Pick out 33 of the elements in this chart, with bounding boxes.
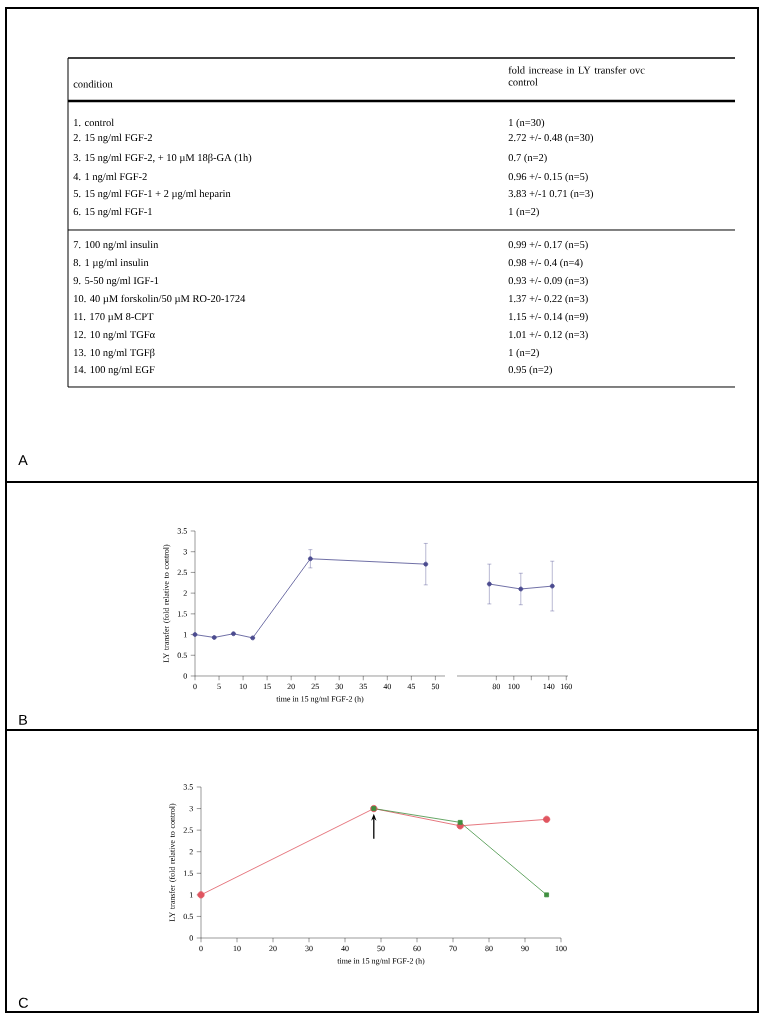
text: 2.72 +/- 0.48 (n=30) [508,133,594,144]
text: 1 (n=30) [509,118,545,129]
text: 0.93 +/- 0.09 (n=3) [508,276,588,287]
text: fold increase in LY transfer ovc control [508,66,645,86]
text: 3.83 +/-1 0.71 (n=3) [508,189,594,200]
text: 0.99 +/- 0.17 (n=5) [508,240,588,251]
category-label: 11. 170 µM 8-CPT [74,313,154,323]
text: 0.98 +/- 0.4 (n=4) [508,258,583,269]
text: condition [73,80,113,88]
category-label: 8. 1 µg/ml insulin [73,258,149,269]
category-label: 4. 1 ng/ml FGF-2 [73,172,147,183]
category-label: 10. 40 µM forskolin/50 µM RO-20-1724 [74,294,246,305]
category-label: 1. control [74,118,114,127]
text: 1 (n=2) [509,348,539,359]
text: B [19,714,28,725]
text: 1.37 +/- 0.22 (n=3) [509,294,588,305]
category-label: 14. 100 ng/ml EGF [74,365,155,376]
category-label: 5. 15 ng/ml FGF-1 + 2 µg/ml heparin [73,189,231,200]
text: 1.01 +/- 0.12 (n=3) [509,330,588,341]
category-label: 2. 15 ng/ml FGF-2 [73,133,152,144]
text: 0.96 +/- 0.15 (n=5) [508,172,588,183]
category-label: 9. 5-50 ng/ml IGF-1 [73,276,159,287]
category-label: 6. 15 ng/ml FGF-1 [73,207,152,218]
text: 0.95 (n=2) [508,365,552,376]
category-label: 3. 15 ng/ml FGF-2, + 10 µM 18β-GA (1h) [73,153,252,164]
text: 1 (n=2) [509,207,539,218]
category-label: 13. 10 ng/ml TGFβ [74,348,155,359]
text: 0.7 (n=2) [508,153,547,164]
category-label: 12. 10 ng/ml TGFα [74,330,155,341]
category-label: 7. 100 ng/ml insulin [73,240,159,251]
text: 1.15 +/- 0.14 (n=9) [509,312,588,323]
text: C [18,997,29,1008]
text: A [18,455,28,466]
